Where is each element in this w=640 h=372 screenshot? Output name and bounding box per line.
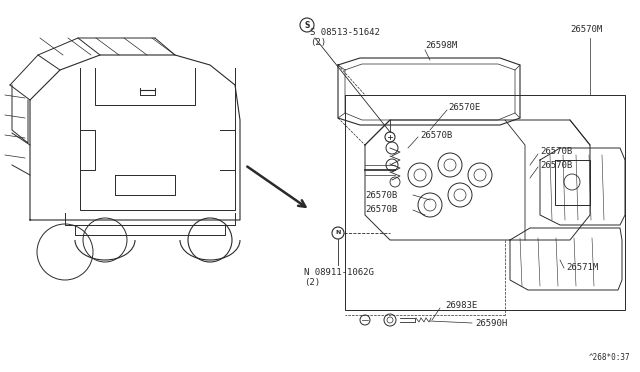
Text: 26570B: 26570B: [540, 148, 572, 157]
Text: S 08513-51642
(2): S 08513-51642 (2): [310, 28, 380, 47]
Text: 26598M: 26598M: [425, 41, 457, 49]
Text: S: S: [304, 20, 310, 29]
Text: 26570E: 26570E: [448, 103, 480, 112]
Text: 26571M: 26571M: [566, 263, 598, 273]
Text: 26570M: 26570M: [570, 26, 602, 35]
Text: 26570B: 26570B: [540, 160, 572, 170]
Text: 26570B: 26570B: [365, 205, 397, 215]
Text: N 08911-1062G
(2): N 08911-1062G (2): [304, 268, 374, 288]
Text: 26983E: 26983E: [445, 301, 477, 310]
Text: 26590H: 26590H: [475, 318, 508, 327]
Text: 26570B: 26570B: [420, 131, 452, 140]
Text: 26570B: 26570B: [365, 190, 397, 199]
Text: N: N: [335, 231, 340, 235]
Text: ^268*0:37: ^268*0:37: [588, 353, 630, 362]
